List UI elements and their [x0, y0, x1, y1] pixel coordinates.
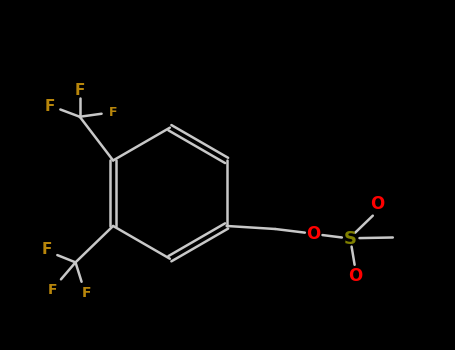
Text: F: F: [44, 99, 55, 114]
Text: O: O: [370, 195, 385, 213]
Text: F: F: [82, 286, 91, 300]
Text: F: F: [109, 106, 117, 119]
Text: O: O: [348, 267, 362, 285]
Text: F: F: [48, 283, 57, 297]
Text: F: F: [75, 83, 85, 98]
Text: O: O: [306, 225, 320, 243]
Text: F: F: [41, 242, 51, 257]
Text: S: S: [344, 230, 357, 248]
